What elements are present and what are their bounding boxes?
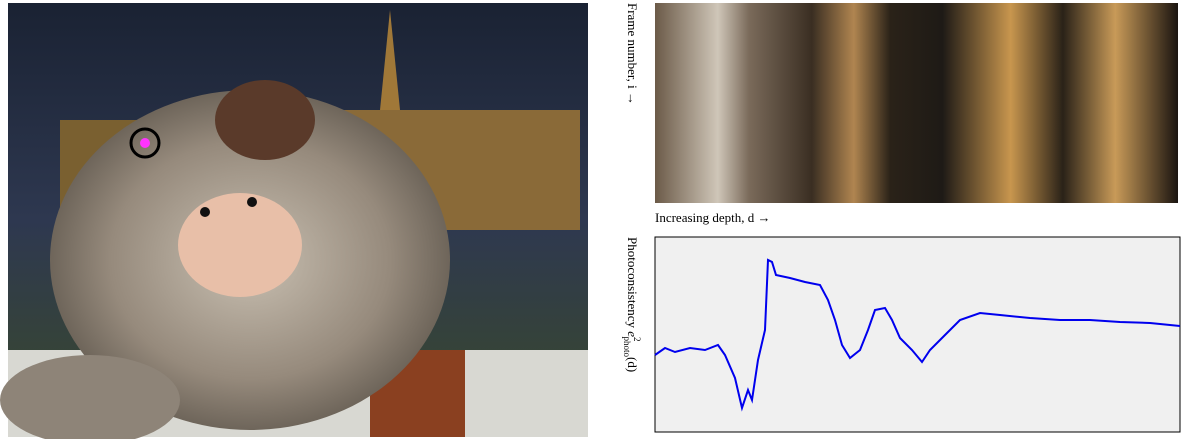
y-label-main: Photoconsistency (625, 237, 640, 331)
y-axis-label: Photoconsistency e2photo(d) (622, 237, 642, 372)
y-label-sub: photo (622, 337, 632, 358)
depth-label: Increasing depth, d → (655, 210, 771, 225)
plot-area (655, 237, 1180, 432)
y-label-arg: (d) (625, 357, 640, 372)
frame-label: Frame number, i → (625, 3, 640, 105)
photo (0, 3, 588, 439)
depth-strip-image (655, 3, 1178, 203)
y-label-sup: 2 (632, 337, 642, 342)
figure: Frame number, i → Increasing depth, d → … (0, 0, 1181, 439)
